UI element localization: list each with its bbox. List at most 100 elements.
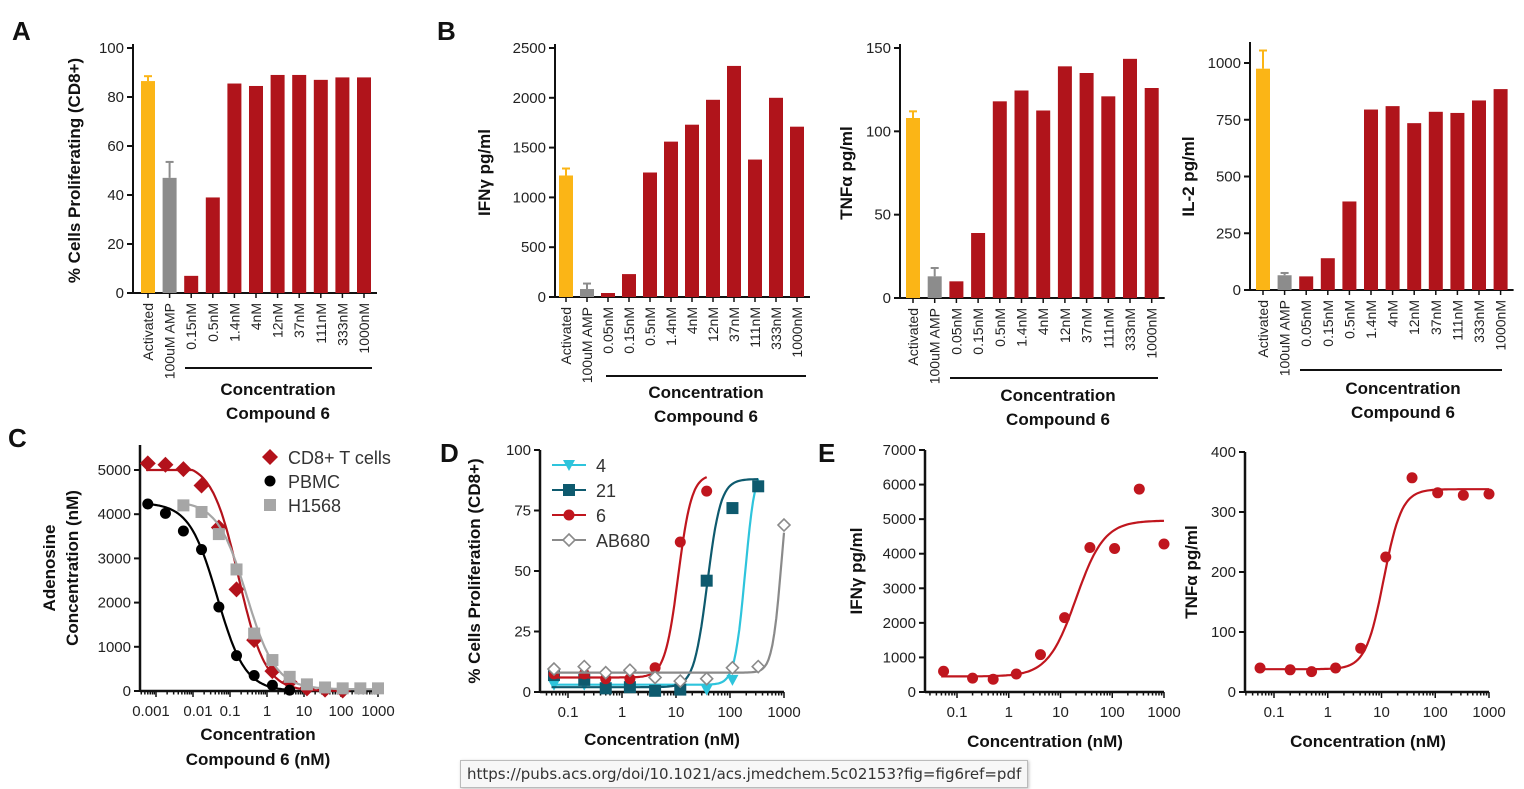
panel-label: E [818,438,835,468]
y-tick-label: 40 [107,187,124,204]
bar-0.05nM [1299,276,1314,290]
category-label: 12nM [1057,308,1073,343]
x-tick-label: 10 [1052,704,1069,721]
category-label: 37nM [1428,300,1444,335]
data-point [266,679,278,691]
category-label: 333nM [1471,300,1487,343]
legend-label: H1568 [288,496,341,516]
data-point [987,673,999,685]
x-tick-label: 0.1 [1264,704,1285,721]
bar-111nM [1101,96,1116,298]
y-axis-title: IFNγ pg/ml [847,528,866,615]
legend-marker [264,475,276,487]
fit-curve-6 [551,476,708,679]
x-tick-label: 10 [1373,704,1390,721]
category-label: Activated [1255,300,1271,358]
y-tick-label: 60 [107,138,124,155]
fit-curve-AB680 [551,532,786,674]
data-point [725,660,740,675]
data-point [1406,472,1418,484]
y-axis-title: IL-2 pg/ml [1179,136,1198,216]
bar-4nM [1385,106,1400,290]
category-label: 1.4nM [1363,300,1379,339]
x-tick-label: 100 [1423,704,1448,721]
group-label: Compound 6 [654,407,758,426]
category-label: 111nM [313,303,329,344]
bar-0.15nM [622,274,636,297]
category-label: 0.05nM [948,308,964,355]
bar-100uM AMP [162,177,177,293]
x-tick-label: 1 [1005,704,1013,721]
bar-111nM [748,159,762,297]
data-point [336,682,349,695]
data-point [623,681,636,694]
category-label: 1000nM [1493,300,1509,351]
legend-marker [561,532,577,548]
bar-4nM [1036,110,1051,298]
data-point [700,684,713,696]
data-point [967,672,979,684]
data-point [1034,649,1046,661]
y-tick-label: 6000 [883,477,916,494]
bar-111nM [1450,112,1465,290]
x-tick-label: 10 [668,704,685,721]
y-tick-label: 0 [123,683,131,700]
category-label: 37nM [1079,308,1095,343]
y-tick-label: 0 [538,289,546,306]
bar-1.4nM [664,141,678,297]
x-tick-label: 100 [717,704,742,721]
data-point [300,678,313,691]
bar-1000nM [357,77,371,294]
data-point [1010,668,1022,680]
category-label: 0.5nM [1341,300,1357,339]
x-tick-label: 1000 [361,703,394,720]
category-label: 4nM [1385,300,1401,327]
y-tick-label: 750 [1216,112,1241,129]
y-axis-title: TNFα pg/ml [837,126,856,220]
y-tick-label: 250 [1216,225,1241,242]
category-label: 0.5nM [205,303,221,342]
category-label: 0.15nM [183,303,199,350]
bar-0.5nM [1342,201,1357,290]
y-tick-label: 2500 [513,40,546,57]
data-point [1457,489,1469,501]
data-point [649,684,662,697]
y-tick-label: 0 [908,684,916,701]
legend-label: CD8+ T cells [288,448,391,468]
legend-marker [264,499,276,511]
legend-marker [563,460,575,471]
category-label: 0.15nM [1320,300,1336,347]
category-label: 100uM AMP [927,308,943,384]
x-tick-label: 1 [263,703,271,720]
bar-0.15nM [1320,258,1335,290]
bar-333nM [769,97,783,297]
y-tick-label: 0 [523,684,531,701]
y-tick-label: 500 [1216,169,1241,186]
data-point [1330,662,1342,674]
group-label: Compound 6 [1006,410,1110,429]
data-point [624,673,636,685]
category-label: 12nM [270,303,286,338]
data-point [248,670,260,682]
y-tick-label: 2000 [98,595,131,612]
bar-4nM [249,85,263,293]
data-point [284,684,296,696]
data-point [230,563,243,576]
data-point [1306,666,1318,678]
y-tick-label: 1000 [1208,55,1241,72]
y-axis-title: % Cells Proliferating (CD8+) [65,58,84,283]
bar-0.5nM [205,197,220,293]
bar-1.4nM [1364,109,1378,290]
data-point [673,673,688,689]
data-point [726,502,739,515]
category-label: 100uM AMP [162,303,178,379]
x-tick-label: 0.001 [132,703,170,720]
y-tick-label: 1000 [513,189,546,206]
y-tick-label: 150 [866,40,891,57]
data-point [546,661,562,677]
data-point [159,507,171,519]
category-label: 111nM [1100,308,1116,349]
y-tick-label: 5000 [98,462,131,479]
bar-1000nM [1493,89,1508,290]
category-label: 0.5nM [642,307,658,346]
